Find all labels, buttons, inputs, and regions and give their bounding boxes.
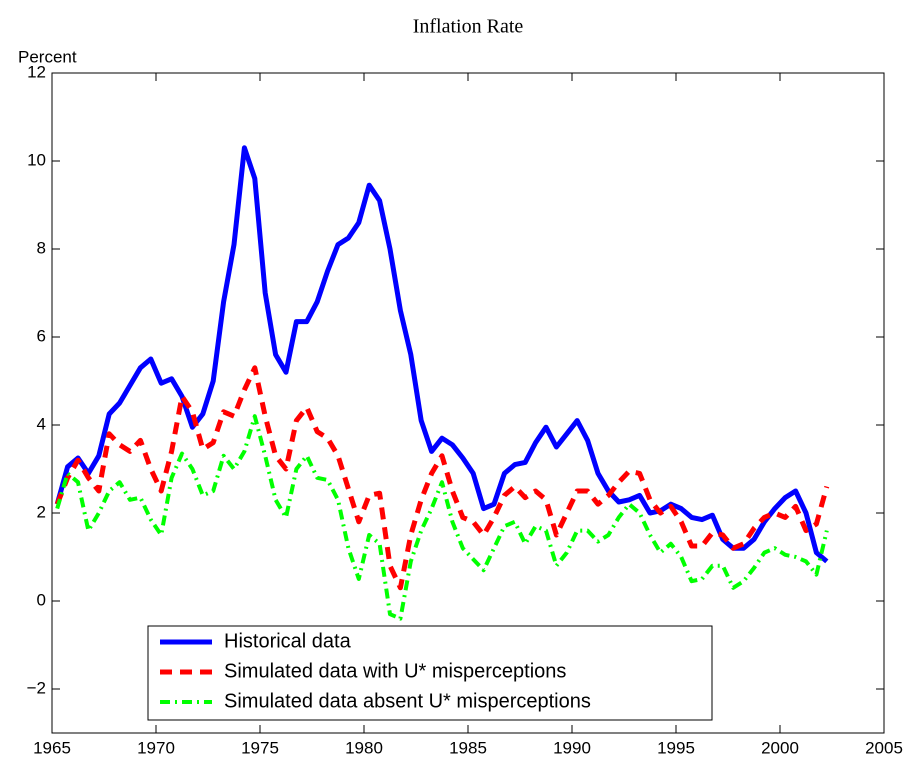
y-tick-label: 4 xyxy=(37,414,46,433)
y-tick-label: −2 xyxy=(27,678,46,697)
legend-box xyxy=(147,625,713,721)
y-tick-label: 0 xyxy=(37,590,46,609)
x-tick-label: 1995 xyxy=(657,738,695,757)
series-line xyxy=(55,414,829,621)
x-tick-label: 1990 xyxy=(553,738,591,757)
y-tick-label: 2 xyxy=(37,502,46,521)
y-tick-label: 8 xyxy=(37,238,46,257)
series-line xyxy=(54,145,829,564)
x-tick-label: 2000 xyxy=(761,738,799,757)
x-tick-label: 2005 xyxy=(865,738,903,757)
legend-label: Historical data xyxy=(224,630,352,652)
legend-label: Simulated data absent U* misperceptions xyxy=(224,690,591,712)
y-axis-label: Percent xyxy=(18,47,77,66)
x-tick-label: 1965 xyxy=(33,738,71,757)
chart-title: Inflation Rate xyxy=(413,16,524,38)
y-tick-label: 6 xyxy=(37,326,46,345)
x-tick-label: 1985 xyxy=(449,738,487,757)
series-line xyxy=(54,365,830,591)
x-tick-label: 1975 xyxy=(241,738,279,757)
x-tick-label: 1980 xyxy=(345,738,383,757)
legend-label: Simulated data with U* misperceptions xyxy=(224,660,566,682)
y-tick-label: 12 xyxy=(27,62,46,81)
y-tick-label: 10 xyxy=(27,150,46,169)
x-tick-label: 1970 xyxy=(137,738,175,757)
